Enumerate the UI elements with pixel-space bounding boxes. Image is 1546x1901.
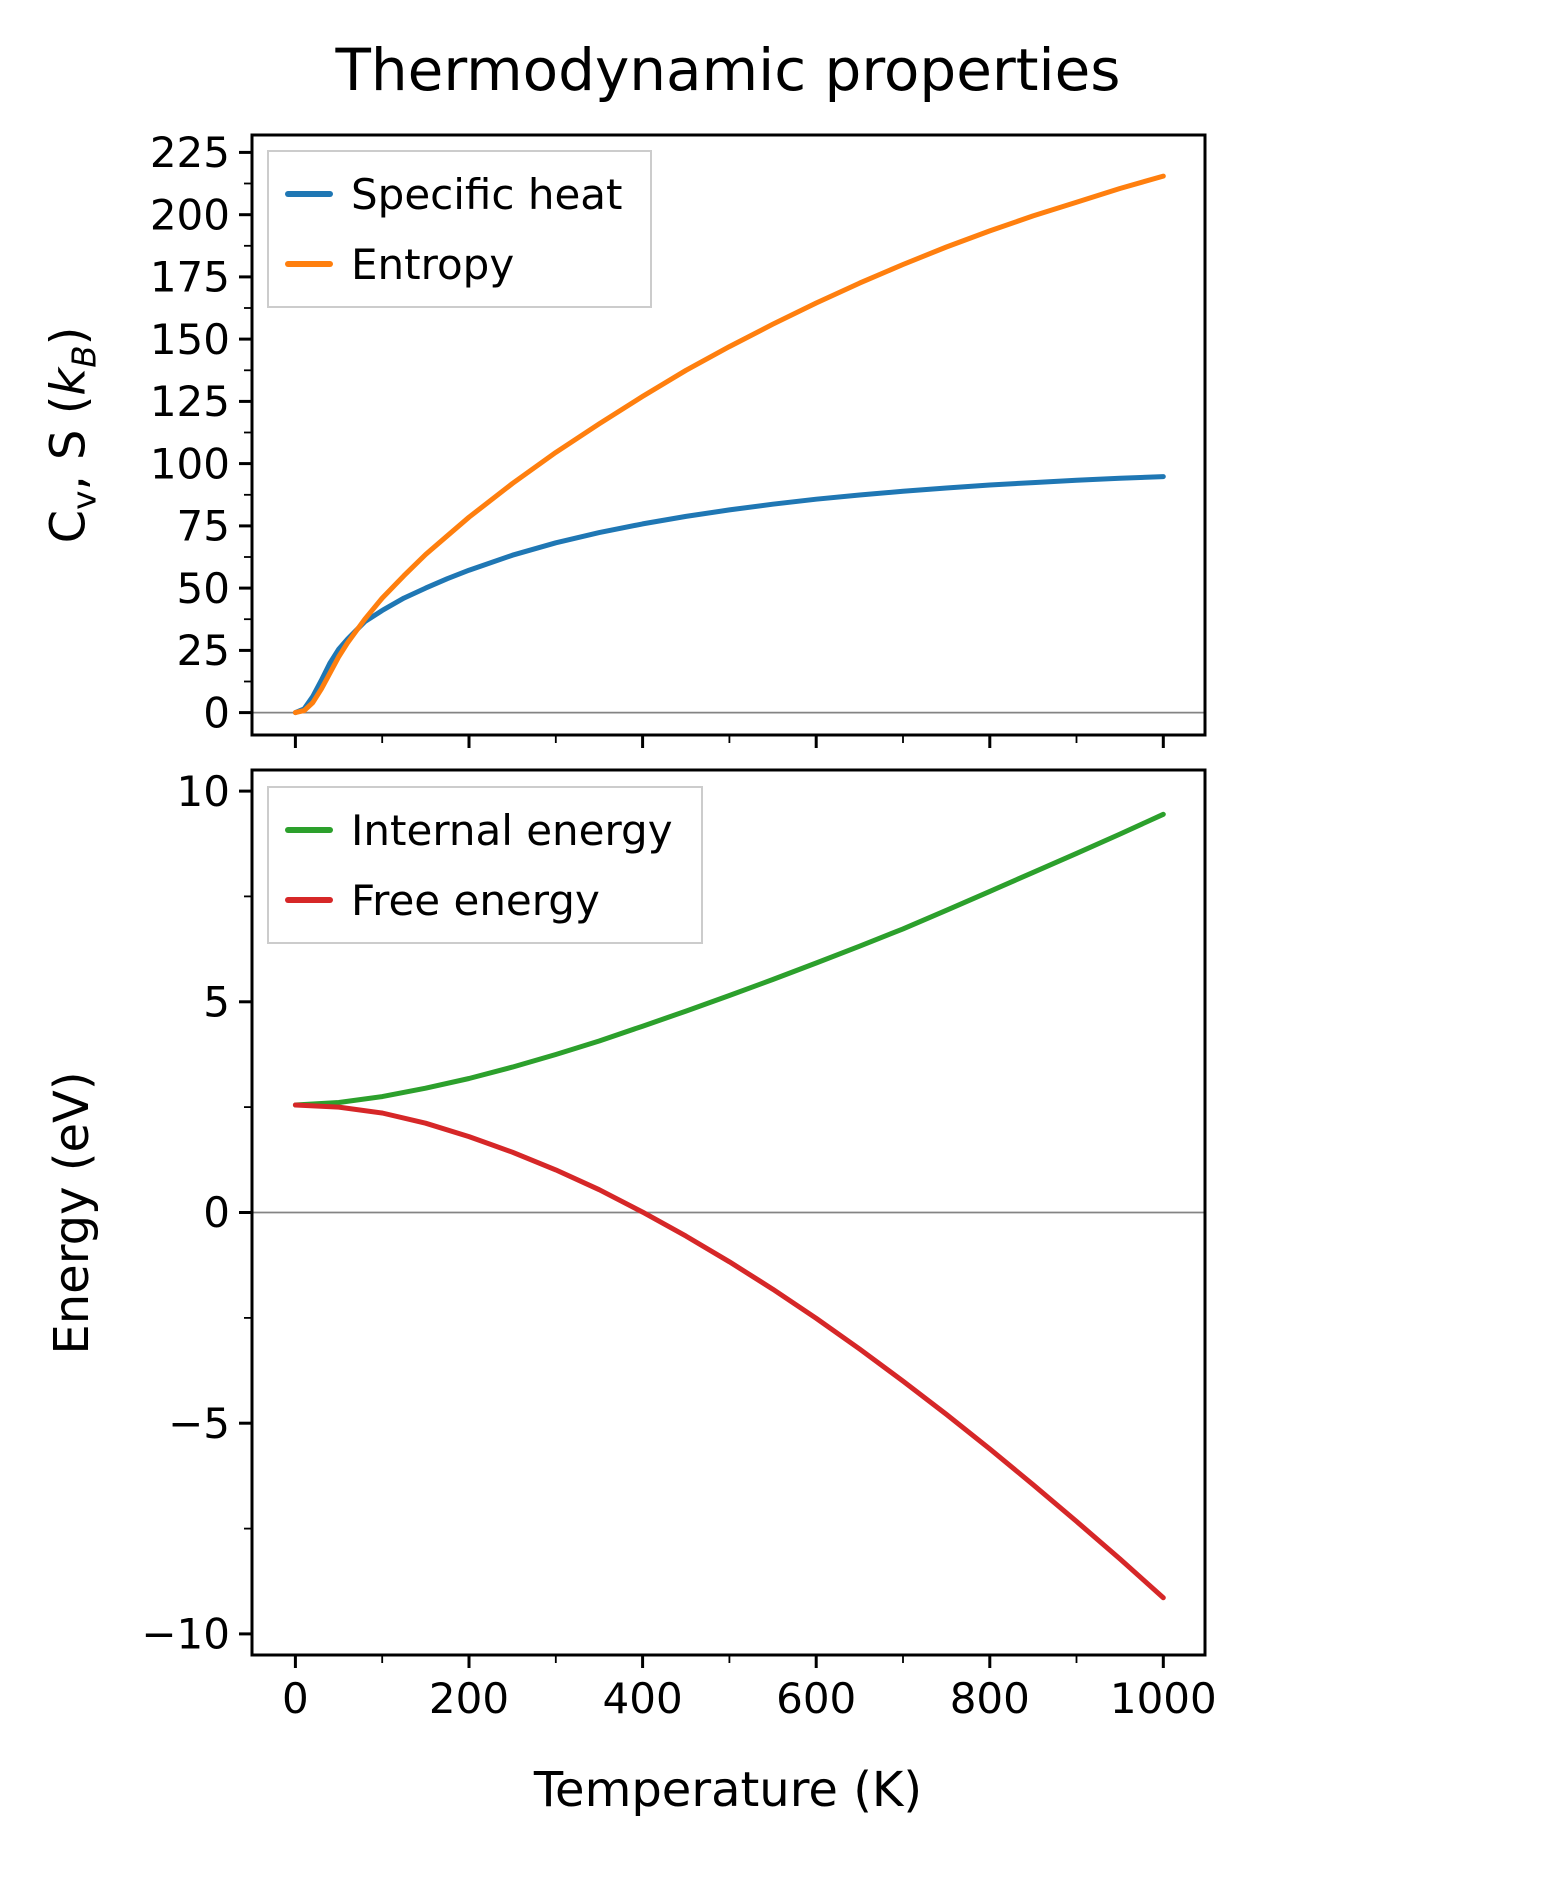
legend-label-entropy: Entropy [351,239,515,289]
specific-heat-line [292,474,1166,716]
y-tick-label: 200 [150,190,230,239]
legend-item-specific-heat: Specific heat [285,164,622,224]
y-tick-label: 75 [177,502,230,551]
y-tick-label: −10 [141,1610,230,1659]
internal-energy-line-swatch [285,827,333,833]
legend-item-free-energy: Free energy [285,870,673,930]
legend-label-internal-energy: Internal energy [351,805,673,855]
ylabel-sub: B [65,345,104,368]
free-energy-line [292,1102,1166,1601]
ylabel-part: C [40,509,97,544]
y-tick-label: 25 [177,626,230,675]
x-tick-label: 200 [429,1674,509,1723]
legend-item-internal-energy: Internal energy [285,800,673,860]
top-y-axis-label: Cv, S (kB) [41,327,104,544]
x-tick-label: 400 [603,1674,683,1723]
x-tick-label: 0 [282,1674,309,1723]
entropy-line [292,173,1166,716]
y-tick-label: 125 [150,377,230,426]
y-tick-label: 0 [203,688,230,737]
y-tick-label: 175 [150,253,230,302]
y-tick-label: −5 [168,1399,230,1448]
y-tick-label: 5 [203,978,230,1027]
ylabel-part: ) [40,326,97,346]
y-tick-label: 150 [150,315,230,364]
y-tick-label: 10 [177,767,230,816]
ylabel-sub: v [65,490,104,510]
y-tick-label: 225 [150,128,230,177]
entropy-line-swatch [285,261,333,267]
x-tick-label: 1000 [1110,1674,1217,1723]
y-tick-label: 0 [203,1188,230,1237]
bottom-y-axis-label: Energy (eV) [44,1071,100,1355]
legend-label-specific-heat: Specific heat [351,169,623,219]
specific-heat-line-swatch [285,191,333,197]
y-tick-label: 50 [177,564,230,613]
x-axis-label: Temperature (K) [533,1762,923,1818]
free-energy-line-swatch [285,897,333,903]
ylabel-part-italic: k [40,367,97,396]
legend-top: Specific heat Entropy [267,150,653,308]
x-tick-label: 800 [950,1674,1030,1723]
legend-bottom: Internal energy Free energy [267,786,703,944]
chart-title: Thermodynamic properties [335,36,1121,104]
legend-label-free-energy: Free energy [351,875,600,925]
y-tick-label: 100 [150,439,230,488]
internal-energy-line [292,811,1166,1108]
ylabel-part: , S ( [40,395,97,491]
x-tick-label: 600 [776,1674,856,1723]
legend-item-entropy: Entropy [285,234,622,294]
